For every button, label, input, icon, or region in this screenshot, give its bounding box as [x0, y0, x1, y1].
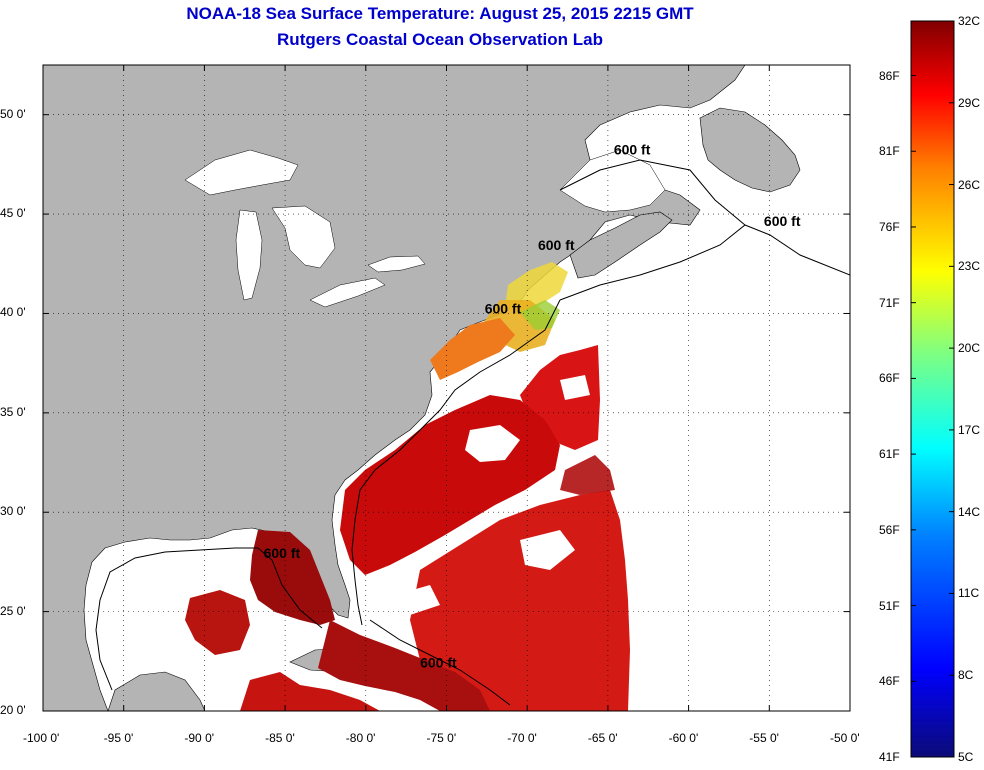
isobath-600ft-bahamas [369, 619, 511, 706]
lon-tick-label: -100 0' [23, 731, 60, 745]
lat-tick-label: 45 0' [0, 206, 26, 221]
colorbar-label-celsius: 26C [958, 177, 981, 192]
colorbar-label-celsius: 8C [958, 668, 974, 683]
isobath-600ft-atlantic [351, 299, 561, 626]
lon-tick-label: -65 0' [587, 731, 618, 745]
sst-patch-florida-straits [318, 620, 490, 711]
isobath-600ft-gulf-st-lawrence [559, 159, 746, 226]
colorbar-label-celsius: 29C [958, 95, 981, 110]
isobath-label: 600 ft [538, 237, 575, 253]
isobath-600ft-north [559, 224, 850, 301]
colorbar-label-fahrenheit: 86F [879, 68, 900, 83]
lat-tick-label: 40 0' [0, 305, 26, 320]
isobath-label: 600 ft [485, 300, 522, 316]
lon-tick-label: -85 0' [265, 731, 295, 745]
lon-tick-label: -70 0' [507, 731, 537, 745]
sst-patch-southern-gulf [185, 590, 250, 655]
colorbar-label-fahrenheit: 41F [879, 750, 900, 764]
colorbar-label-celsius: 23C [958, 259, 981, 274]
isobath-600ft-gulf-south [95, 599, 113, 691]
cloud-gap-1 [465, 425, 520, 462]
colorbar-label-celsius: 14C [958, 504, 981, 519]
sst-patch-shelf-green [520, 300, 560, 330]
colorbar-label-fahrenheit: 46F [879, 674, 900, 689]
colorbar-label-fahrenheit: 51F [879, 598, 900, 613]
isobath-label: 600 ft [614, 141, 651, 157]
sst-patch-shelf-mid [430, 318, 515, 380]
lon-tick-label: -55 0' [749, 731, 779, 745]
lon-tick-label: -60 0' [668, 731, 699, 745]
map-subtitle: Rutgers Coastal Ocean Observation Lab [277, 30, 603, 49]
colorbar-ticks [911, 20, 954, 758]
map-title: NOAA-18 Sea Surface Temperature: August … [186, 4, 694, 23]
colorbar-label-fahrenheit: 56F [879, 522, 900, 537]
lat-tick-label: 35 0' [0, 404, 26, 419]
cloud-gap-2 [520, 530, 575, 570]
lon-tick-label: -80 0' [345, 731, 376, 745]
colorbar-label-fahrenheit: 76F [879, 219, 900, 234]
colorbar-label-fahrenheit: 71F [879, 295, 900, 310]
isobath-labels: 600 ft 600 ft 600 ft 600 ft 600 ft 600 ft [264, 141, 801, 670]
isobath-600ft-gulf [99, 547, 323, 629]
lake-ontario [367, 255, 426, 273]
land-nova-scotia [569, 211, 673, 279]
sst-patch-east-strip [560, 455, 615, 495]
cloud-gap-3 [395, 585, 440, 615]
colorbar-label-fahrenheit: 66F [879, 371, 900, 386]
lake-huron [271, 205, 336, 269]
cloud-gap-4 [560, 375, 590, 400]
lon-tick-label: -90 0' [184, 731, 215, 745]
lake-superior [184, 149, 299, 196]
lat-tick-label: 25 0' [0, 603, 26, 618]
lon-tick-label: -75 0' [426, 731, 457, 745]
gulf-of-st-lawrence [559, 149, 666, 213]
isobath-label: 600 ft [264, 545, 301, 561]
lake-michigan [235, 209, 263, 301]
colorbar-label-fahrenheit: 81F [879, 144, 900, 159]
sst-patch-sargasso [410, 490, 630, 711]
colorbar-label-celsius: 5C [958, 750, 974, 764]
colorbar-label-fahrenheit: 61F [879, 447, 900, 462]
sst-patch-eastern-gulf [250, 530, 335, 625]
isobath-label: 600 ft [420, 654, 457, 670]
isobath-label: 600 ft [764, 213, 801, 229]
colorbar [910, 20, 955, 758]
lat-tick-label: 30 0' [0, 504, 26, 519]
colorbar-label-celsius: 11C [958, 586, 980, 601]
sst-patch-caribbean [240, 672, 380, 711]
colorbar-label-celsius: 32C [958, 14, 981, 28]
lat-tick-label: 50 0' [0, 106, 26, 121]
land-newfoundland [699, 107, 801, 193]
lake-erie [309, 277, 386, 308]
lon-tick-label: -95 0' [103, 731, 134, 745]
axis-ticks [42, 65, 851, 712]
colorbar-label-celsius: 17C [958, 422, 981, 437]
lat-tick-label: 20 0' [0, 703, 26, 717]
lon-tick-label: -50 0' [830, 731, 860, 745]
colorbar-label-celsius: 20C [958, 341, 981, 356]
